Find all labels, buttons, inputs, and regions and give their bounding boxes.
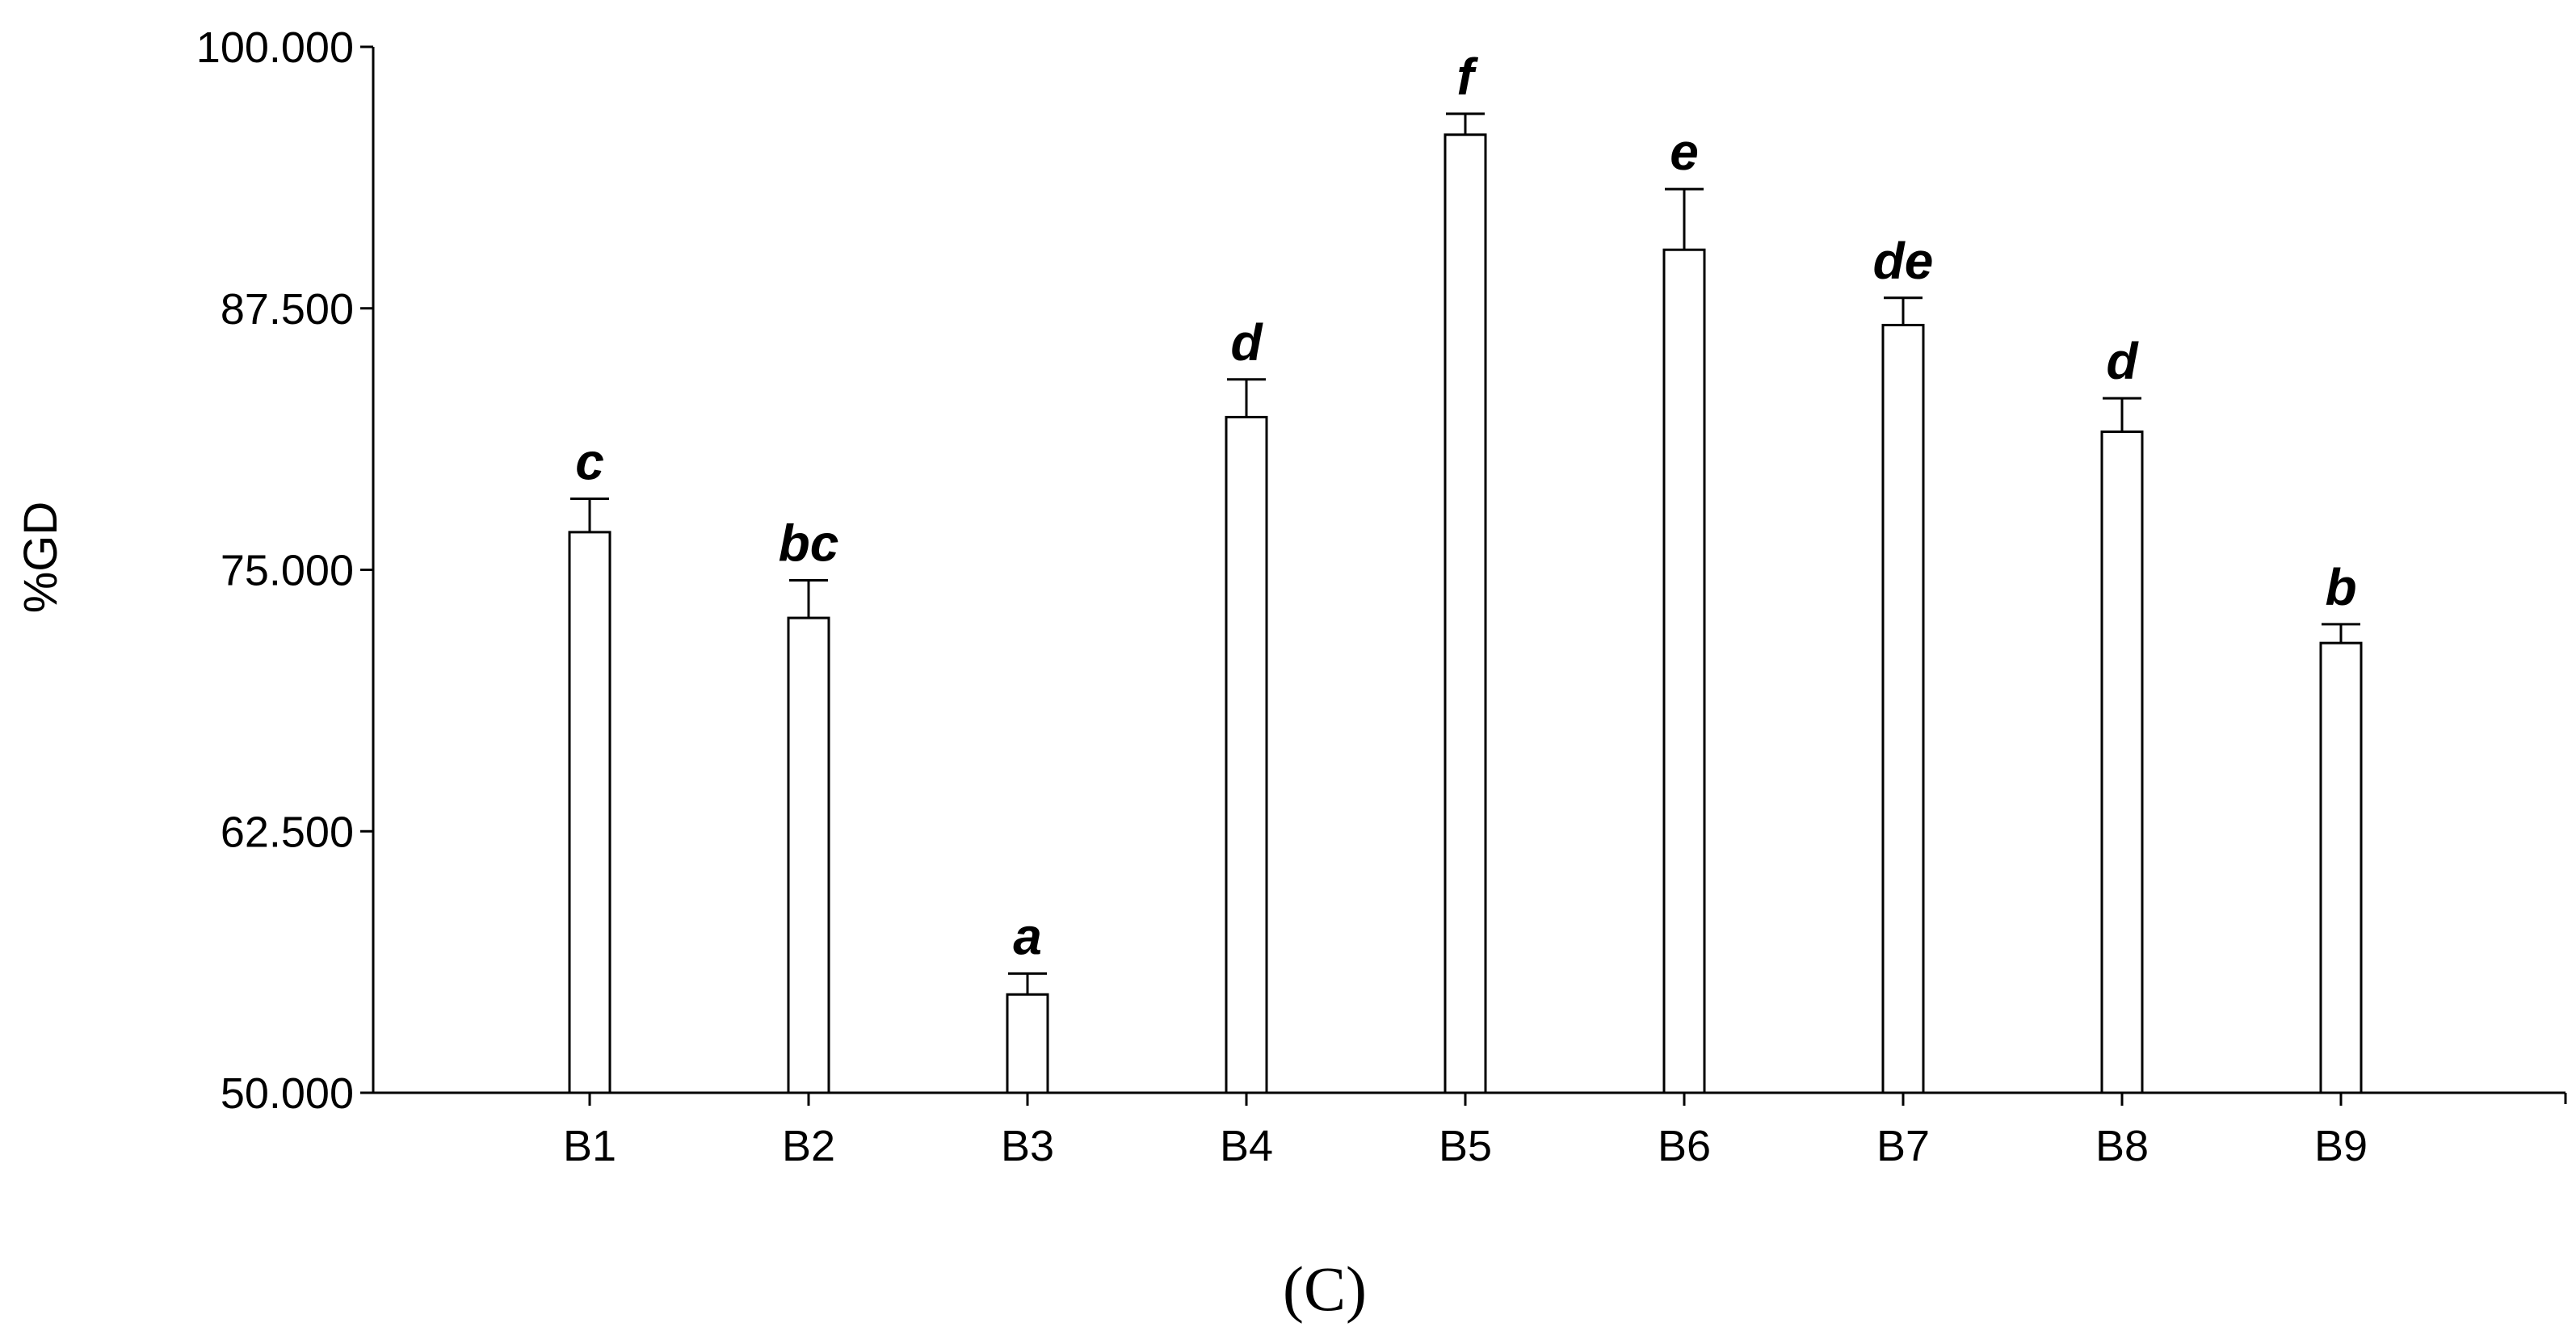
bar [1006, 993, 1049, 1094]
bar [1443, 133, 1487, 1094]
significance-letter: c [575, 432, 604, 490]
x-tick-label: B2 [782, 1122, 835, 1170]
y-axis-ticks: 50.000 62.500 75.000 87.500 100.000 [196, 23, 373, 1118]
y-tick-label: 75.000 [221, 547, 354, 595]
significance-letter: e [1670, 123, 1699, 181]
y-tick-label: 100.000 [196, 23, 354, 72]
bar [787, 616, 830, 1094]
x-tick-label: B3 [1001, 1122, 1054, 1170]
bar [2319, 641, 2363, 1094]
bar [1662, 248, 1706, 1094]
panel-label: (C) [1283, 1254, 1367, 1324]
error-bars [570, 112, 2360, 995]
bar [568, 531, 611, 1094]
bar [1881, 323, 1925, 1094]
x-tick-label: B4 [1220, 1122, 1273, 1170]
bars [568, 133, 2363, 1094]
x-tick-label: B9 [2314, 1122, 2368, 1170]
x-tick-label: B1 [563, 1122, 616, 1170]
y-axis-label: %GD [15, 502, 67, 614]
bar [2100, 430, 2144, 1094]
bar [1225, 415, 1268, 1094]
y-tick-label: 87.500 [221, 285, 354, 334]
x-tick-label: B5 [1439, 1122, 1492, 1170]
significance-letter: b [2325, 558, 2356, 616]
significance-letter: d [1230, 313, 1263, 372]
significance-letter: de [1873, 232, 1934, 290]
significance-letter: d [2106, 332, 2139, 390]
significance-letter: f [1456, 48, 1478, 106]
y-tick-label: 50.000 [221, 1069, 354, 1118]
significance-letter: bc [779, 514, 839, 572]
x-axis-ticks: B1 B2 B3 B4 B5 B6 B7 B8 B9 [563, 1093, 2368, 1170]
y-tick-label: 62.500 [221, 808, 354, 856]
x-tick-label: B8 [2095, 1122, 2149, 1170]
x-tick-label: B7 [1876, 1122, 1930, 1170]
x-tick-label: B6 [1658, 1122, 1711, 1170]
significance-letter: a [1013, 907, 1042, 965]
